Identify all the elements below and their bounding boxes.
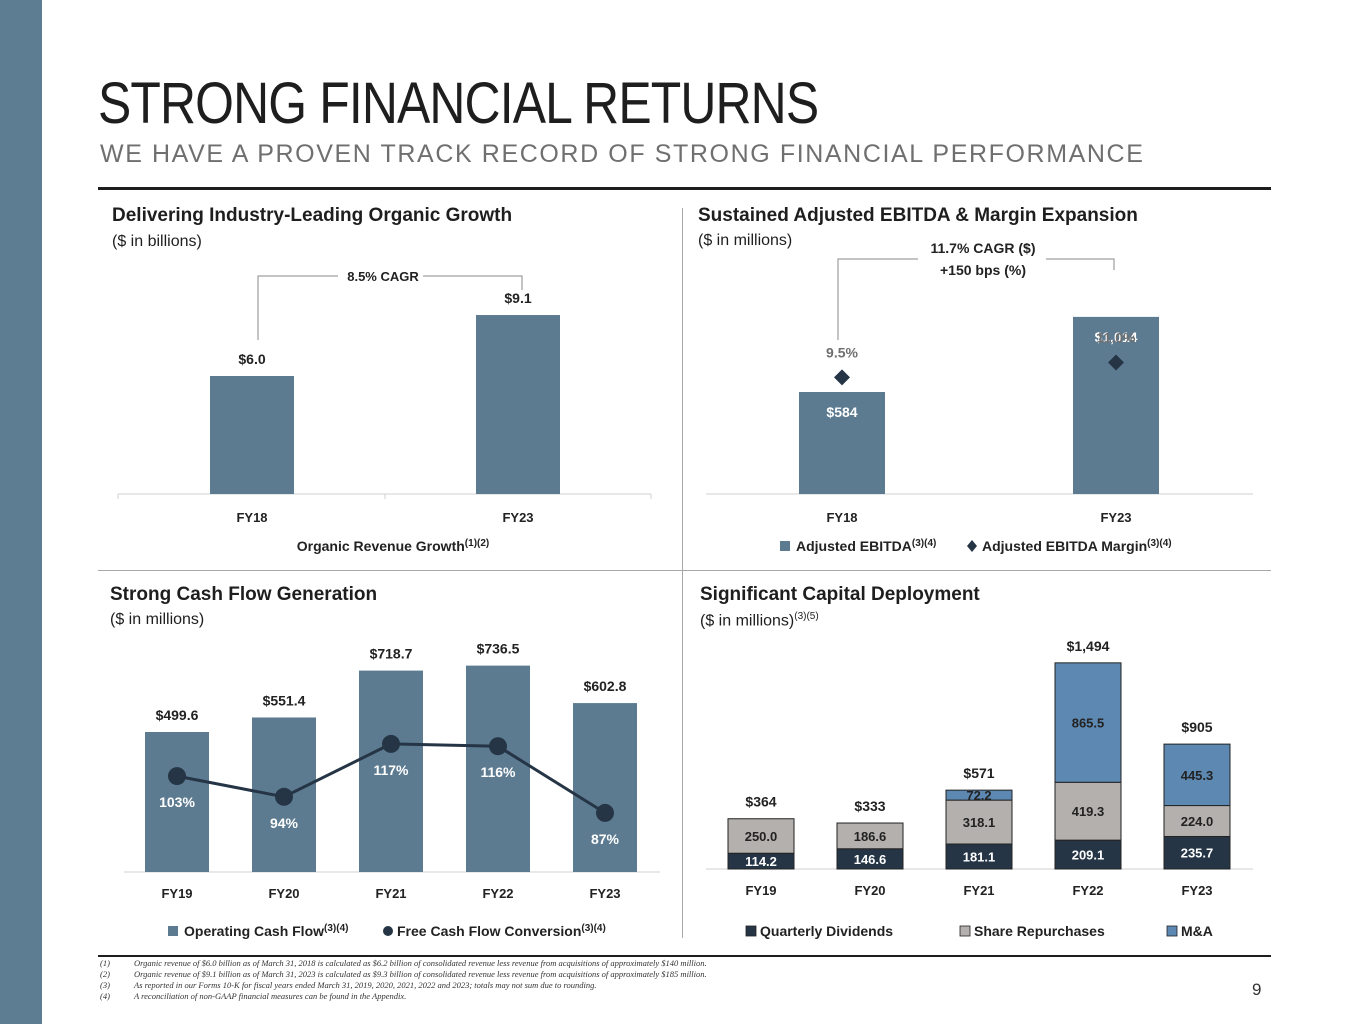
page-number: 9 — [1252, 980, 1262, 999]
footnote-text: A reconciliation of non-GAAP financial m… — [134, 991, 407, 1001]
capital-subtitle-sup: (3)(5) — [794, 611, 819, 622]
ebitda-panel-subtitle: ($ in millions) — [698, 232, 793, 249]
bottom-rule — [98, 955, 1271, 957]
organic-legend: Organic Revenue Growth(1)(2) — [297, 538, 490, 554]
footnote-text: Organic revenue of $6.0 billion as of Ma… — [134, 958, 707, 968]
top-rule — [98, 187, 1271, 190]
organic-panel-title: Delivering Industry-Leading Organic Grow… — [112, 205, 513, 226]
sidebar-accent — [0, 0, 42, 1024]
capital-panel-subtitle: ($ in millions)(3)(5) — [700, 611, 819, 630]
organic-legend-text: Organic Revenue Growth — [297, 538, 465, 554]
footnote-number: (4) — [100, 991, 110, 1001]
footnote-text: Organic revenue of $9.1 billion as of Ma… — [134, 969, 707, 979]
organic-value-fy18: $6.0 — [238, 351, 265, 367]
organic-value-fy23: $9.1 — [504, 290, 531, 306]
cash-panel-title: Strong Cash Flow Generation — [110, 584, 378, 605]
ebitda-panel-title: Sustained Adjusted EBITDA & Margin Expan… — [698, 205, 1138, 226]
horizontal-divider — [98, 570, 1271, 571]
organic-bar-fy23 — [476, 315, 560, 494]
footnote: (4) A reconciliation of non-GAAP financia… — [100, 991, 707, 1002]
page-title: STRONG FINANCIAL RETURNS — [98, 71, 819, 136]
page-subtitle: WE HAVE A PROVEN TRACK RECORD OF STRONG … — [100, 140, 1145, 168]
footnote-number: (3) — [100, 980, 110, 990]
footnote: (1) Organic revenue of $6.0 billion as of… — [100, 958, 707, 969]
capital-subtitle-text: ($ in millions) — [700, 612, 795, 630]
footnote: (3) As reported in our Forms 10-K for fis… — [100, 980, 707, 991]
organic-cagr-label: 8.5% CAGR — [347, 269, 419, 284]
organic-category-fy23: FY23 — [502, 510, 533, 525]
footnote-number: (1) — [100, 958, 110, 968]
organic-panel-subtitle: ($ in billions) — [112, 233, 202, 250]
footnote-text: As reported in our Forms 10-K for fiscal… — [134, 980, 597, 990]
organic-bar-fy18 — [210, 376, 294, 494]
footnote-number: (2) — [100, 969, 110, 979]
organic-cagr-bracket — [257, 275, 523, 340]
cash-panel-subtitle: ($ in millions) — [110, 611, 205, 628]
capital-panel-title: Significant Capital Deployment — [700, 584, 980, 605]
vertical-divider — [682, 208, 683, 938]
organic-category-fy18: FY18 — [236, 510, 267, 525]
organic-legend-sup: (1)(2) — [465, 538, 489, 549]
footnote: (2) Organic revenue of $9.1 billion as of… — [100, 969, 707, 980]
footnotes: (1) Organic revenue of $6.0 billion as of… — [100, 958, 707, 1002]
